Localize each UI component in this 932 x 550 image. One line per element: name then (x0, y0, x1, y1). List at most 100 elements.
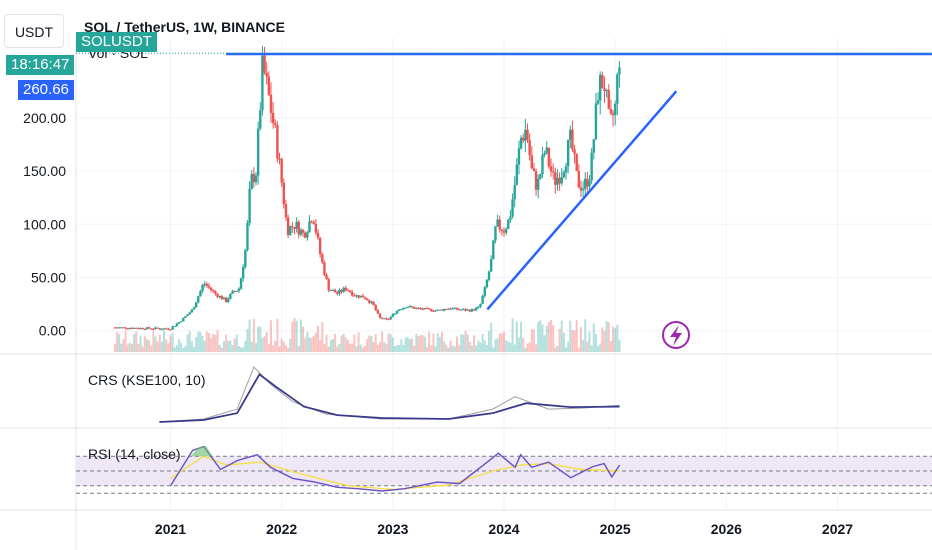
candle-body (400, 309, 403, 311)
volume-bar (588, 331, 591, 352)
candle-body (222, 297, 226, 300)
volume-bar (513, 344, 516, 352)
volume-bar (483, 340, 486, 352)
candle-body (601, 74, 604, 89)
volume-bar (346, 339, 349, 352)
volume-bar (212, 333, 215, 352)
candle-body (314, 223, 318, 233)
volume-bar (351, 343, 354, 352)
volume-bar (203, 340, 206, 352)
volume-bar (156, 341, 159, 352)
x-tick-label: 2026 (711, 521, 742, 537)
candle-body (197, 296, 200, 303)
candle-body (434, 310, 437, 312)
lightning-icon[interactable] (662, 321, 690, 349)
volume-bar (299, 319, 302, 352)
candle-body (171, 326, 174, 330)
candle-body (393, 313, 397, 315)
volume-bar (481, 333, 484, 352)
volume-bar (295, 320, 298, 352)
volume-bar (400, 339, 403, 352)
x-tick-label: 2021 (155, 521, 186, 537)
volume-bar (145, 339, 148, 352)
volume-bar (582, 340, 585, 352)
candle-body (513, 184, 516, 200)
volume-bar (605, 321, 608, 352)
volume-bar (160, 341, 163, 352)
volume-bar (218, 344, 221, 352)
volume-bar (381, 331, 384, 352)
candle-body (577, 170, 581, 188)
candle-body (385, 318, 388, 320)
candle-body (524, 129, 527, 141)
candle-body (256, 128, 260, 176)
candle-body (205, 283, 209, 286)
volume-bar (522, 338, 525, 352)
volume-bar (468, 341, 471, 352)
candle-body (254, 175, 258, 183)
candle-body (378, 313, 382, 318)
candle-body (173, 326, 176, 328)
volume-bar (261, 337, 264, 352)
volume-bar (597, 346, 600, 352)
volume-bar (227, 340, 230, 352)
volume-bar (244, 341, 247, 352)
volume-bar (438, 336, 441, 352)
volume-bar (547, 322, 550, 352)
volume-bar (479, 342, 482, 352)
volume-bar (579, 327, 582, 352)
candle-body (613, 103, 617, 116)
candle-body (115, 327, 119, 329)
volume-bar (406, 337, 409, 352)
volume-bar (124, 330, 127, 352)
volume-bar (272, 345, 275, 352)
volume-bar (141, 346, 144, 352)
candle-body (430, 308, 433, 311)
volume-bar (291, 321, 294, 352)
candle-body (532, 168, 536, 172)
candle-body (543, 153, 546, 155)
x-tick-label: 2023 (377, 521, 408, 537)
candle-body (494, 226, 497, 241)
candle-body (421, 308, 424, 310)
y-tick-label: 50.00 (31, 269, 66, 285)
candle-body (216, 293, 219, 298)
candle-body (235, 290, 238, 292)
candle-body (169, 329, 172, 331)
volume-bar (297, 346, 300, 352)
candle-body (575, 153, 578, 171)
support-trendline[interactable] (486, 90, 678, 311)
volume-bar (180, 342, 183, 352)
volume-bar (573, 330, 576, 352)
candle-body (481, 295, 484, 304)
volume-bar (265, 332, 268, 352)
volume-bar (453, 346, 456, 352)
candle-body (122, 327, 125, 329)
candle-body (227, 298, 230, 303)
currency-selector[interactable]: USDT (4, 14, 64, 48)
candle-body (231, 291, 234, 294)
volume-bar (229, 340, 232, 352)
candle-body (571, 129, 574, 150)
candle-body (590, 152, 593, 181)
candle-body (303, 232, 307, 238)
x-tick-label: 2022 (266, 521, 297, 537)
y-tick-label: 200.00 (23, 110, 66, 126)
candle-body (551, 171, 555, 173)
volume-bar (532, 329, 535, 352)
volume-bar (364, 345, 367, 352)
candle-body (564, 166, 568, 173)
candle-body (154, 327, 157, 329)
candle-body (507, 219, 510, 229)
candle-body (616, 74, 619, 104)
volume-bar (255, 343, 258, 352)
volume-bar (240, 347, 243, 352)
volume-bar (417, 336, 420, 352)
volume-bar (158, 334, 161, 352)
candle-body (457, 309, 461, 311)
candle-body (445, 309, 448, 311)
candle-body (267, 76, 271, 95)
drawing-lines[interactable] (76, 52, 932, 311)
candle-body (408, 306, 412, 308)
